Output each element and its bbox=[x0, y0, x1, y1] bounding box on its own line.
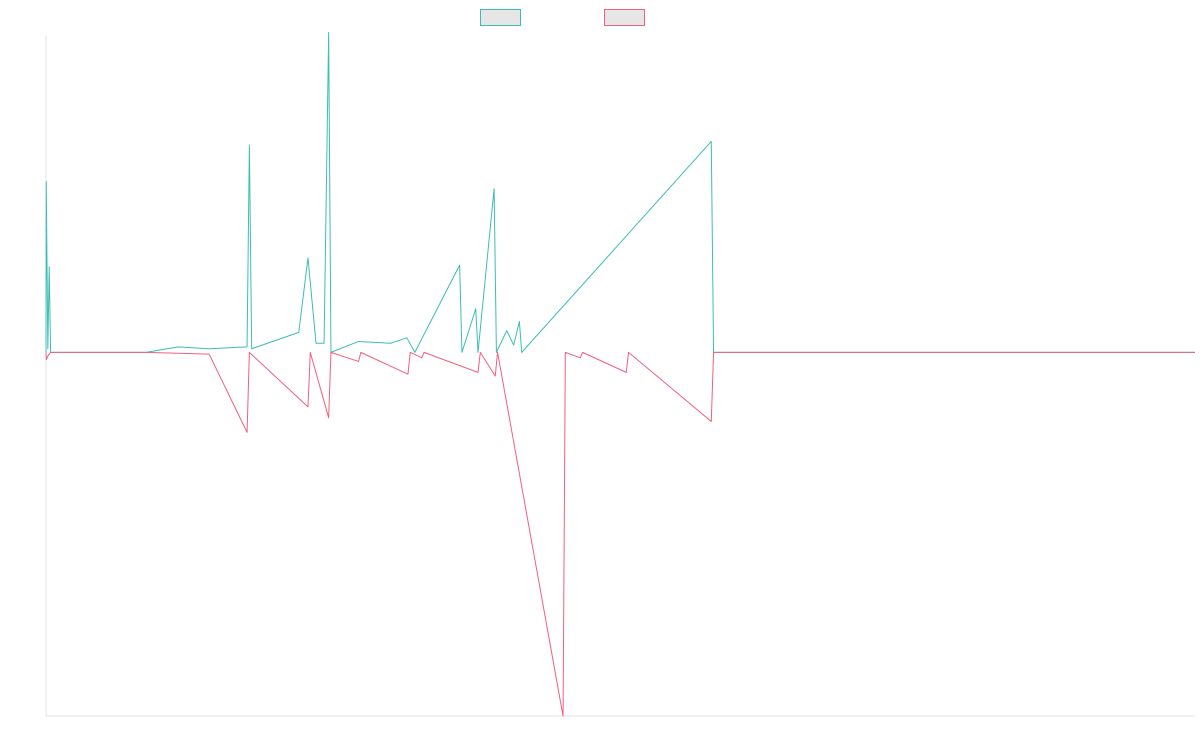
plot-area bbox=[45, 31, 1195, 717]
legend bbox=[480, 9, 645, 26]
series-line-2 bbox=[45, 351, 1195, 717]
axes bbox=[45, 36, 1195, 717]
legend-swatch-1 bbox=[480, 9, 521, 26]
legend-swatch-2 bbox=[604, 9, 645, 26]
series-line-1 bbox=[45, 31, 1195, 353]
